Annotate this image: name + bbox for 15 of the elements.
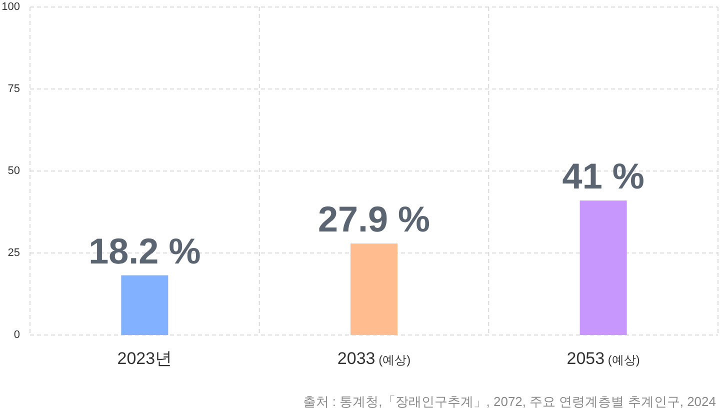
- bar: [121, 275, 168, 335]
- y-tick-label: 50: [8, 165, 20, 177]
- data-label: 41 %: [562, 156, 644, 197]
- x-tick-label: 2053 (예상): [566, 349, 640, 368]
- data-label: 27.9 %: [318, 198, 430, 240]
- bar: [350, 243, 398, 335]
- y-tick-label: 25: [8, 247, 20, 259]
- y-tick-label: 100: [2, 1, 20, 13]
- y-tick-label: 75: [8, 83, 20, 95]
- data-label: 18.2 %: [88, 230, 201, 272]
- x-tick-label: 2023년: [117, 349, 172, 368]
- source-note: 출처 : 통계청,「장래인구추계」, 2072, 주요 연령계층별 추계인구, 2024: [302, 394, 716, 409]
- bar: [580, 200, 627, 335]
- y-tick-label: 0: [14, 329, 20, 341]
- x-tick-label: 2033 (예상): [337, 349, 411, 368]
